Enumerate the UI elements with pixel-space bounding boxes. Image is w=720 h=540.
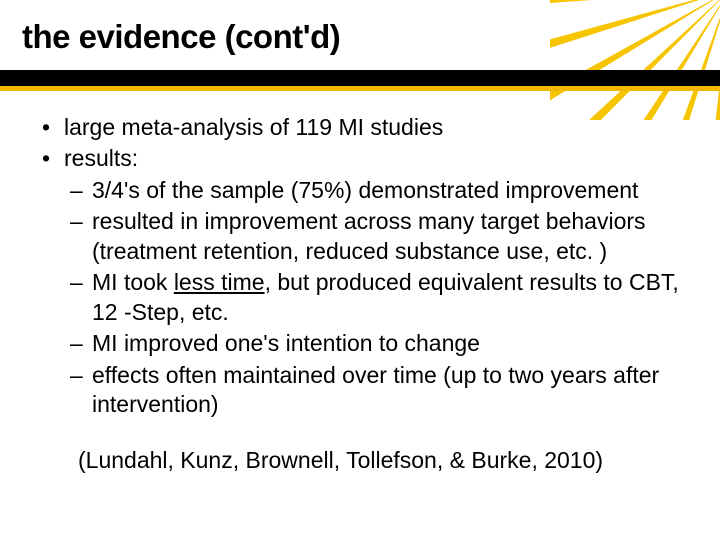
bullet-item: large meta-analysis of 119 MI studies xyxy=(40,113,690,142)
underlined-text: less time xyxy=(174,269,265,295)
bullet-text: resulted in improvement across many targ… xyxy=(92,208,646,263)
slide-title: the evidence (cont'd) xyxy=(22,18,720,56)
bullet-text-part: MI took xyxy=(92,269,174,295)
bullet-text: effects often maintained over time (up t… xyxy=(92,362,659,417)
sub-bullet-item: 3/4's of the sample (75%) demonstrated i… xyxy=(40,176,690,205)
accent-line xyxy=(0,86,720,91)
bullet-text: 3/4's of the sample (75%) demonstrated i… xyxy=(92,177,638,203)
divider-bar xyxy=(0,70,720,86)
bullet-text: results: xyxy=(64,145,138,171)
citation-text: (Lundahl, Kunz, Brownell, Tollefson, & B… xyxy=(0,421,720,474)
bullet-item: results: xyxy=(40,144,690,173)
slide: the evidence (cont'd) large meta-analysi… xyxy=(0,0,720,540)
title-area: the evidence (cont'd) xyxy=(0,0,720,56)
content-area: large meta-analysis of 119 MI studies re… xyxy=(0,91,720,419)
sub-bullet-item: resulted in improvement across many targ… xyxy=(40,207,690,266)
bullet-text: large meta-analysis of 119 MI studies xyxy=(64,114,443,140)
sub-bullet-item: MI improved one's intention to change xyxy=(40,329,690,358)
bullet-text: MI improved one's intention to change xyxy=(92,330,480,356)
sub-bullet-item: effects often maintained over time (up t… xyxy=(40,361,690,420)
sub-bullet-item: MI took less time, but produced equivale… xyxy=(40,268,690,327)
